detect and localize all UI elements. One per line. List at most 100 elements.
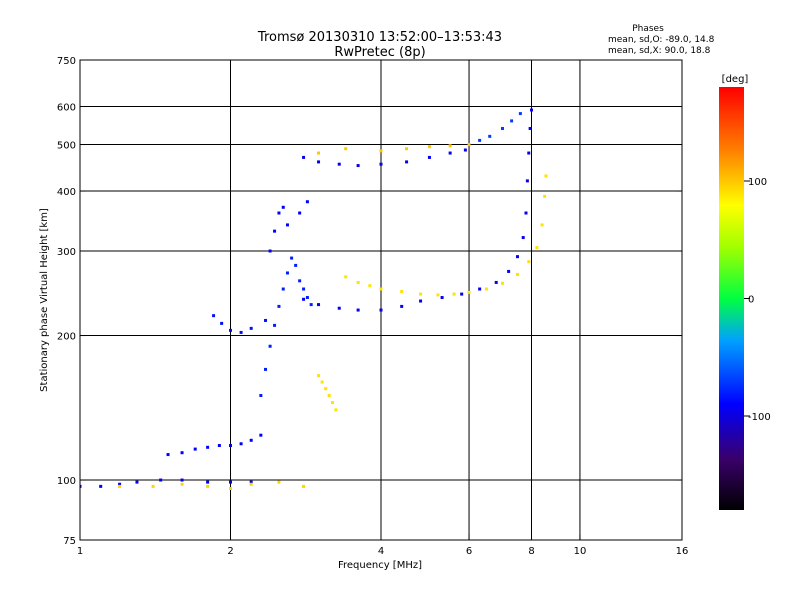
data-point xyxy=(436,293,440,297)
y-axis-label: Stationary phase Virtual Height [km] xyxy=(39,208,50,392)
data-point xyxy=(317,303,321,307)
x-tick-label: 8 xyxy=(528,546,534,557)
data-point xyxy=(151,484,155,488)
data-point xyxy=(400,304,404,308)
y-tick-label: 300 xyxy=(57,247,76,258)
data-point xyxy=(467,290,471,294)
data-point xyxy=(118,484,122,488)
data-point xyxy=(229,444,232,448)
data-point xyxy=(135,480,139,484)
data-point xyxy=(281,205,285,209)
data-point xyxy=(180,451,184,455)
data-point xyxy=(524,211,528,215)
data-point xyxy=(302,155,306,159)
data-point xyxy=(294,263,298,267)
data-point xyxy=(501,281,505,285)
data-point xyxy=(427,155,431,159)
data-point xyxy=(379,308,383,312)
data-point xyxy=(229,328,232,332)
data-point xyxy=(327,394,331,398)
y-tick-label: 600 xyxy=(57,103,76,114)
data-point xyxy=(488,134,492,138)
y-tick-label: 200 xyxy=(57,332,76,343)
legend-o-stats: mean, sd,O: -89.0, 14.8 xyxy=(608,35,715,45)
x-axis-label: Frequency [MHz] xyxy=(338,560,422,571)
data-point xyxy=(285,223,289,227)
data-point xyxy=(277,304,281,308)
axis-ticks: 1 2 4 6 8 10 16 75 100 200 300 400 500 600 750 xyxy=(57,56,688,557)
data-point xyxy=(527,260,531,264)
data-point xyxy=(478,138,482,142)
data-point xyxy=(543,194,547,198)
data-point xyxy=(273,323,277,327)
data-point xyxy=(452,292,456,296)
data-point xyxy=(368,284,372,288)
data-point xyxy=(281,287,285,291)
data-point xyxy=(264,318,268,322)
data-point xyxy=(356,308,360,312)
data-point xyxy=(419,299,423,303)
data-point xyxy=(334,408,338,412)
data-point xyxy=(356,164,360,168)
data-point xyxy=(448,144,452,148)
data-point xyxy=(217,444,221,448)
y-tick-label: 750 xyxy=(57,56,76,67)
data-point xyxy=(530,108,533,112)
colorbar-tick-label: 0 xyxy=(748,295,754,306)
data-point xyxy=(521,236,525,240)
data-point xyxy=(229,487,232,491)
data-point xyxy=(515,255,519,259)
data-point xyxy=(356,280,360,284)
data-point xyxy=(317,151,321,155)
data-point xyxy=(180,482,184,486)
y-tick-label: 400 xyxy=(57,187,76,198)
data-point xyxy=(99,484,103,488)
data-point xyxy=(166,453,170,457)
data-point xyxy=(249,480,253,484)
data-point xyxy=(285,271,289,275)
data-point xyxy=(249,326,253,330)
data-point xyxy=(510,119,514,123)
data-point xyxy=(273,229,277,233)
data-point xyxy=(317,374,321,378)
data-point xyxy=(324,387,328,391)
data-point xyxy=(193,447,197,451)
data-point xyxy=(206,484,210,488)
data-point xyxy=(337,162,341,166)
data-point xyxy=(507,269,511,273)
x-tick-label: 10 xyxy=(574,546,587,557)
data-point xyxy=(309,303,313,307)
colorbar-ticks: 100 0 -100 xyxy=(744,177,771,423)
data-point xyxy=(206,445,210,449)
y-tick-label: 100 xyxy=(57,476,76,487)
colorbar xyxy=(719,87,744,510)
legend-x-stats: mean, sd,X: 90.0, 18.8 xyxy=(608,46,711,56)
data-point xyxy=(268,249,272,253)
data-point xyxy=(427,145,431,149)
data-point xyxy=(344,147,348,151)
data-point xyxy=(268,344,272,348)
data-point xyxy=(302,297,306,301)
chart-title: Tromsø 20130310 13:52:00–13:53:43 xyxy=(257,30,502,45)
legend-title: Phases xyxy=(632,24,664,34)
data-point xyxy=(305,200,309,204)
data-point xyxy=(264,367,268,371)
data-point xyxy=(463,148,467,152)
data-point xyxy=(212,314,216,318)
data-point xyxy=(460,292,464,296)
data-point xyxy=(277,480,281,484)
data-point xyxy=(525,179,529,183)
data-point xyxy=(494,280,498,284)
data-point xyxy=(337,306,341,310)
data-point xyxy=(239,330,243,334)
data-point xyxy=(206,480,210,484)
chart-subtitle: RwPretec (8p) xyxy=(334,45,425,60)
data-point xyxy=(379,162,383,166)
data-points xyxy=(80,108,548,491)
data-point xyxy=(528,126,532,130)
data-point xyxy=(229,480,232,484)
data-point xyxy=(317,160,321,164)
data-point xyxy=(379,149,383,153)
data-point xyxy=(405,160,409,164)
